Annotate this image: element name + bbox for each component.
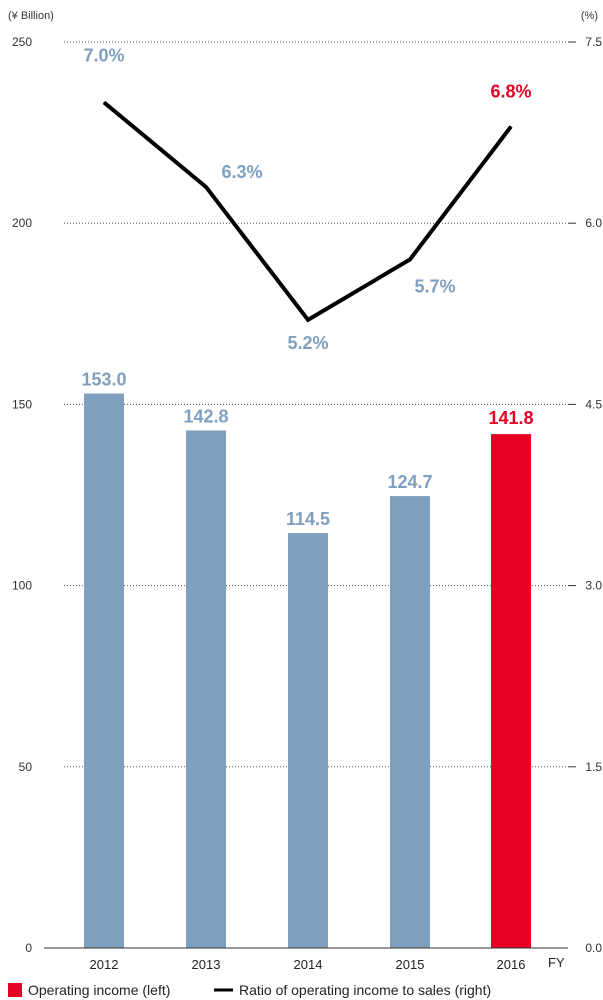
right-tick-label: 4.5	[585, 397, 602, 411]
x-category-label: 2012	[90, 957, 119, 972]
right-axis-ticks: 0.0 1.5 3.0 4.5 6.0 7.5	[585, 35, 602, 955]
bar-value-label: 142.8	[183, 406, 228, 426]
x-axis-label: FY	[548, 955, 565, 970]
x-category-label: 2016	[497, 957, 526, 972]
left-tick-label: 250	[12, 35, 32, 49]
legend-swatch-bar	[8, 983, 22, 997]
ratio-point	[205, 186, 207, 188]
ratio-point	[307, 319, 309, 321]
ratio-value-label: 6.3%	[221, 162, 262, 182]
right-tick-label: 6.0	[585, 216, 602, 230]
ratio-point	[103, 101, 105, 103]
x-category-label: 2013	[192, 957, 221, 972]
right-tick-label: 1.5	[585, 760, 602, 774]
legend: Operating income (left) Ratio of operati…	[8, 982, 491, 998]
left-tick-label: 50	[19, 760, 33, 774]
ratio-value-label: 5.2%	[287, 333, 328, 353]
bar	[390, 496, 430, 948]
ratio-value-labels: 7.0% 6.3% 5.2% 5.7% 6.8%	[83, 45, 531, 352]
bar	[186, 430, 226, 948]
ratio-value-label: 5.7%	[414, 276, 455, 296]
bar	[288, 533, 328, 948]
bar	[491, 434, 531, 948]
bars	[84, 393, 531, 948]
bar-value-label: 141.8	[488, 408, 533, 428]
left-tick-label: 0	[25, 941, 32, 955]
right-tick-label: 3.0	[585, 579, 602, 593]
ratio-point	[510, 126, 512, 128]
ratio-line	[102, 100, 513, 323]
bar-value-label: 124.7	[387, 472, 432, 492]
bar	[84, 393, 124, 948]
bar-value-labels: 153.0 142.8 114.5 124.7 141.8	[81, 370, 533, 530]
right-tick-label: 0.0	[585, 941, 602, 955]
ratio-point	[409, 258, 411, 260]
ratio-value-label: 6.8%	[490, 82, 531, 102]
right-tick-label: 7.5	[585, 35, 602, 49]
legend-label-line: Ratio of operating income to sales (righ…	[239, 982, 491, 998]
x-category-label: 2015	[396, 957, 425, 972]
left-tick-label: 150	[12, 397, 32, 411]
left-tick-label: 100	[12, 579, 32, 593]
left-tick-label: 200	[12, 216, 32, 230]
bar-value-label: 114.5	[286, 509, 330, 529]
left-axis-ticks: 0 50 100 150 200 250	[12, 35, 32, 955]
right-axis-unit: (%)	[581, 10, 598, 22]
ratio-value-label: 7.0%	[83, 45, 124, 65]
x-category-label: 2014	[294, 957, 323, 972]
left-axis-unit: (¥ Billion)	[8, 10, 54, 22]
bar-value-label: 153.0	[81, 370, 126, 390]
x-axis-categories: 2012 2013 2014 2015 2016	[90, 957, 526, 972]
legend-label-bar: Operating income (left)	[28, 982, 170, 998]
